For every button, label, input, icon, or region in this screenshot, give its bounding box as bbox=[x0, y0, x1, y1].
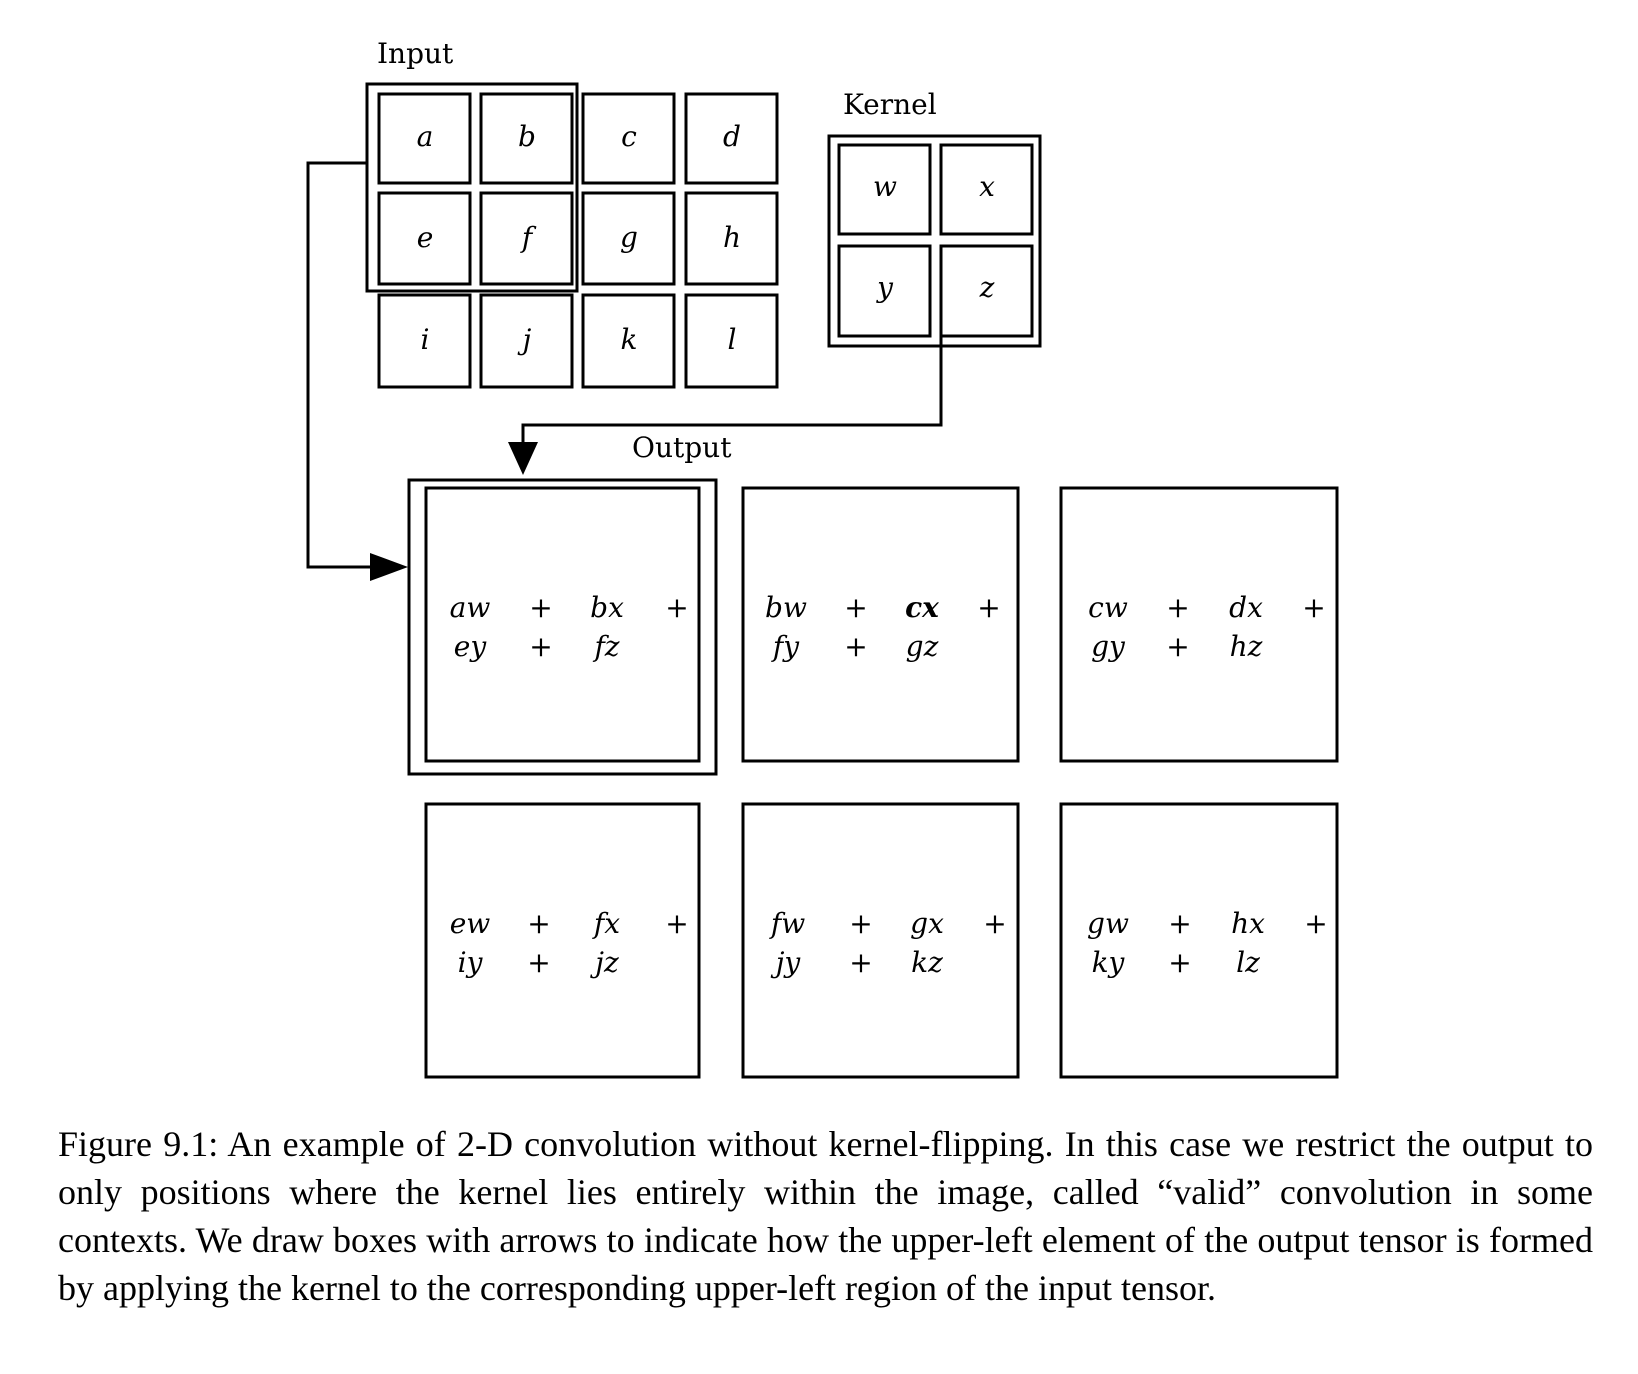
output-grid bbox=[424, 486, 1339, 1079]
expr-1-plus-3: + bbox=[529, 630, 552, 663]
expr-2-term-2: cx bbox=[905, 591, 939, 624]
expr-3-term-3: gy bbox=[1091, 630, 1126, 663]
output-cell-1 bbox=[424, 486, 701, 763]
convolution-diagram: Input a b c d e f g h i j k l Kernel bbox=[306, 37, 1339, 1079]
kernel-cell-z bbox=[939, 244, 1034, 338]
input-var-a: a bbox=[417, 120, 434, 153]
expr-3-plus-3: + bbox=[1166, 630, 1189, 663]
output-cell-6 bbox=[1059, 802, 1339, 1079]
expr-3-term-2: dx bbox=[1229, 591, 1263, 624]
input-cell-c bbox=[581, 92, 676, 185]
kernel-title: Kernel bbox=[843, 88, 937, 121]
output-cell-4 bbox=[424, 802, 701, 1079]
expr-4-term-4: jz bbox=[589, 946, 619, 979]
expr-4-plus-1: + bbox=[527, 907, 550, 940]
output-cell-2 bbox=[741, 486, 1020, 763]
expr-2-plus-3: + bbox=[844, 630, 867, 663]
input-var-g: g bbox=[620, 221, 638, 254]
expr-3-term-4: hz bbox=[1230, 630, 1263, 663]
expr-4-term-2: fx bbox=[592, 907, 620, 940]
expr-5-plus-2: + bbox=[983, 907, 1006, 940]
input-cell-e bbox=[377, 191, 472, 286]
input-var-i: i bbox=[421, 323, 430, 356]
expr-1-term-4: fz bbox=[592, 630, 619, 663]
expr-4-term-3: iy bbox=[458, 946, 484, 979]
input-highlight-box bbox=[365, 82, 579, 293]
kernel-cell-y bbox=[837, 244, 932, 338]
expr-6-term-3: ky bbox=[1092, 946, 1126, 979]
input-var-e: e bbox=[417, 221, 434, 254]
expr-5-plus-3: + bbox=[849, 946, 872, 979]
kernel-to-output-arrow bbox=[508, 336, 943, 475]
input-cell-g bbox=[581, 191, 676, 286]
output-highlight-box bbox=[407, 478, 718, 776]
input-cell-b bbox=[479, 92, 574, 185]
input-var-l: l bbox=[728, 323, 737, 356]
expr-6-plus-3: + bbox=[1168, 946, 1191, 979]
expr-5-term-3: jy bbox=[770, 946, 802, 979]
expr-4-plus-3: + bbox=[527, 946, 550, 979]
expr-1-term-1: aw bbox=[450, 591, 491, 624]
kernel-frame bbox=[827, 134, 1042, 348]
expr-5-term-2: gx bbox=[910, 907, 944, 940]
figure-caption: Figure 9.1: An example of 2-D convolutio… bbox=[58, 1124, 1593, 1308]
kernel-cell-x bbox=[939, 143, 1034, 236]
input-var-d: d bbox=[723, 120, 741, 153]
input-cell-l bbox=[684, 293, 779, 389]
expr-3-term-1: cw bbox=[1088, 591, 1128, 624]
input-var-f: f bbox=[520, 221, 537, 254]
expr-2-plus-1: + bbox=[844, 591, 867, 624]
input-title: Input bbox=[377, 37, 454, 70]
expr-2-term-3: fy bbox=[771, 630, 800, 663]
kernel-var-w: w bbox=[873, 170, 897, 203]
input-var-j: j bbox=[517, 323, 532, 356]
expr-3-plus-2: + bbox=[1302, 591, 1325, 624]
input-to-output-arrow bbox=[306, 161, 408, 581]
expr-2-term-4: gz bbox=[906, 630, 939, 663]
input-cell-j bbox=[479, 293, 574, 389]
kernel-grid bbox=[837, 143, 1034, 338]
expr-6-term-2: hx bbox=[1231, 907, 1265, 940]
input-cell-k bbox=[581, 293, 676, 389]
input-cell-a bbox=[377, 92, 472, 185]
kernel-var-y: y bbox=[875, 271, 894, 304]
input-letters: a b c d e f g h i j k l bbox=[417, 120, 741, 356]
input-cell-d bbox=[684, 92, 779, 185]
kernel-var-x: x bbox=[979, 170, 995, 203]
expr-3-plus-1: + bbox=[1166, 591, 1189, 624]
expr-1-plus-1: + bbox=[529, 591, 552, 624]
input-var-c: c bbox=[621, 120, 637, 153]
expr-2-term-1: bw bbox=[765, 591, 807, 624]
output-title: Output bbox=[632, 431, 732, 464]
expr-5-term-4: kz bbox=[911, 946, 943, 979]
kernel-cell-w bbox=[837, 143, 932, 236]
kernel-var-z: z bbox=[979, 271, 995, 304]
input-grid bbox=[377, 92, 779, 389]
expr-6-plus-1: + bbox=[1168, 907, 1191, 940]
input-cell-i bbox=[377, 293, 472, 389]
expr-5-term-1: fw bbox=[769, 907, 805, 940]
expr-5-plus-1: + bbox=[849, 907, 872, 940]
input-cell-h bbox=[684, 191, 779, 286]
expr-4-term-1: ew bbox=[450, 907, 491, 940]
expr-6-plus-2: + bbox=[1304, 907, 1327, 940]
output-cell-3 bbox=[1059, 486, 1339, 763]
input-var-h: h bbox=[723, 221, 741, 254]
expr-4-plus-2: + bbox=[665, 907, 688, 940]
input-var-b: b bbox=[518, 120, 536, 153]
expr-2-plus-2: + bbox=[977, 591, 1000, 624]
output-expressions: aw + bx + ey + fz bw + cx + fy + gz cw +… bbox=[450, 591, 1328, 979]
expr-1-term-3: ey bbox=[454, 630, 488, 663]
kernel-letters: w x y z bbox=[873, 170, 995, 304]
input-cell-f bbox=[479, 191, 574, 286]
expr-6-term-1: gw bbox=[1087, 907, 1129, 940]
expr-6-term-4: lz bbox=[1236, 946, 1260, 979]
expr-1-plus-2: + bbox=[665, 591, 688, 624]
output-cell-5 bbox=[741, 802, 1020, 1079]
input-var-k: k bbox=[621, 323, 638, 356]
expr-1-term-2: bx bbox=[590, 591, 624, 624]
